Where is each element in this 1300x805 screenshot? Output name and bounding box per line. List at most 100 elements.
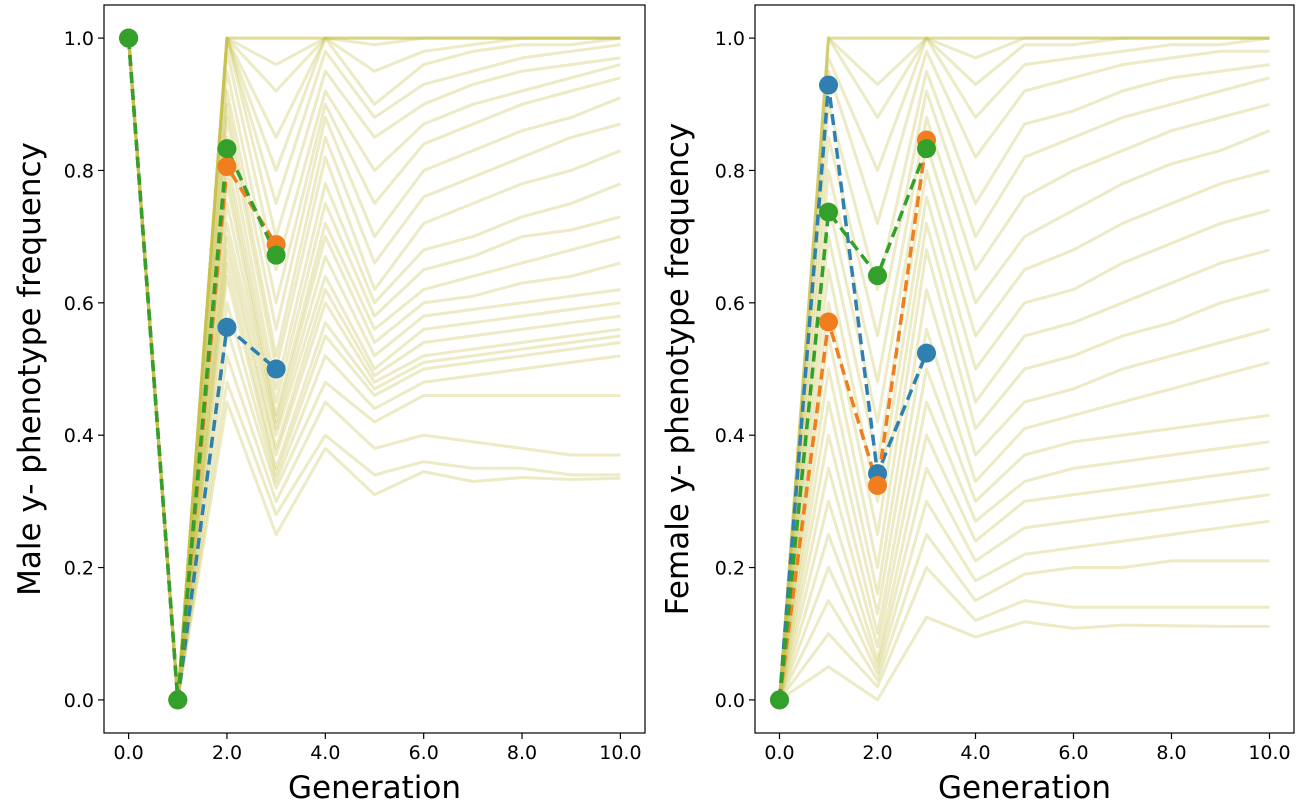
series-point: [917, 343, 936, 363]
simulation-line: [127, 37, 621, 702]
y-tick-label: 0.2: [715, 558, 745, 580]
y-tick-label: 0.0: [715, 690, 745, 712]
y-tick-label: 1.0: [64, 28, 94, 50]
simulation-line: [778, 36, 1270, 701]
simulation-line: [778, 129, 1271, 701]
simulation-line: [778, 533, 1270, 701]
series-point: [819, 202, 838, 222]
simulation-line: [127, 36, 621, 702]
x-tick-label: 8.0: [1156, 742, 1186, 764]
y-tick-label: 0.6: [64, 293, 94, 315]
simulation-lines: [127, 36, 621, 702]
x-tick-label: 10.0: [599, 742, 641, 764]
x-tick-label: 2.0: [212, 742, 242, 764]
simulation-line: [778, 76, 1270, 701]
x-tick-label: 6.0: [1058, 742, 1088, 764]
axes-frame: [103, 4, 646, 734]
simulation-line: [127, 37, 621, 702]
simulation-line: [778, 36, 1270, 701]
x-tick-label: 6.0: [409, 742, 439, 764]
x-tick-label: 10.0: [1248, 742, 1290, 764]
x-tick-label: 2.0: [862, 742, 892, 764]
simulation-line: [127, 37, 621, 702]
simulation-line: [127, 37, 621, 702]
simulation-line: [127, 37, 621, 702]
series-line: [777, 83, 929, 701]
simulation-line: [778, 102, 1270, 701]
simulation-line: [778, 400, 1270, 701]
highlighted-series: [770, 75, 936, 710]
series-point: [217, 156, 237, 176]
series-point: [217, 139, 237, 159]
series-point: [266, 359, 286, 379]
simulation-line: [778, 615, 1270, 702]
series-line: [777, 139, 929, 701]
simulation-line: [127, 37, 621, 702]
simulation-line: [127, 37, 621, 702]
simulation-line: [127, 37, 621, 702]
y-tick-label: 0.6: [715, 293, 745, 315]
x-axis-label: Generation: [938, 770, 1111, 805]
simulation-line: [127, 36, 621, 702]
simulation-lines: [778, 36, 1271, 702]
x-axis-label: Generation: [288, 770, 461, 805]
simulation-line: [778, 466, 1270, 701]
series-point: [168, 690, 188, 710]
simulation-line: [127, 36, 621, 702]
x-tick-label: 4.0: [310, 742, 340, 764]
y-tick-label: 0.0: [64, 690, 94, 712]
axes-frame: [754, 4, 1295, 734]
simulation-line: [127, 37, 621, 702]
y-tick-label: 0.8: [715, 160, 745, 182]
series-point: [819, 75, 838, 95]
series-point: [266, 245, 286, 265]
series-point: [119, 28, 139, 48]
y-tick-label: 0.2: [64, 558, 94, 580]
simulation-line: [778, 36, 1270, 701]
simulation-line: [778, 169, 1270, 701]
y-tick-label: 0.4: [715, 425, 745, 447]
series-point: [917, 139, 936, 159]
series-point: [868, 475, 887, 495]
simulation-line: [127, 37, 621, 702]
x-tick-label: 4.0: [960, 742, 990, 764]
y-axis-label: Male y- phenotype frequency: [12, 142, 48, 596]
simulation-line: [127, 37, 621, 702]
simulation-line: [127, 36, 621, 702]
simulation-line: [778, 221, 1270, 701]
simulation-line: [127, 36, 621, 702]
y-tick-label: 1.0: [715, 28, 745, 50]
series-point: [868, 266, 887, 286]
female-phenotype-chart: 0.0 2.0 4.0 6.0 8.0 10.0 0.0 0.2 0.4 0.6 0.8 1.0 Gen…: [660, 4, 1295, 805]
y-tick-label: 0.8: [64, 160, 94, 182]
simulation-line: [778, 36, 1270, 701]
simulation-line: [127, 37, 621, 702]
simulation-line: [778, 566, 1270, 701]
series-line: [126, 37, 278, 702]
x-tick-label: 8.0: [507, 742, 537, 764]
simulation-line: [778, 499, 1270, 701]
series-point: [819, 312, 838, 332]
simulation-line: [127, 37, 621, 702]
series-point: [217, 317, 237, 337]
simulation-line: [127, 36, 621, 702]
simulation-line: [778, 36, 1270, 701]
simulation-line: [127, 36, 621, 702]
simulation-line: [778, 63, 1270, 701]
male-phenotype-chart: 0.0 2.0 4.0 6.0 8.0 10.0 0.0 0.2 0.4 0.6 0.8 1.0 Gen…: [12, 4, 646, 805]
simulation-line: [778, 49, 1270, 701]
simulation-line: [127, 37, 621, 702]
x-tick-label: 0.0: [113, 742, 143, 764]
highlighted-series: [119, 28, 286, 710]
y-axis-label: Female y- phenotype frequency: [660, 123, 696, 615]
simulation-line: [127, 37, 621, 702]
simulation-line: [778, 433, 1270, 701]
series-line: [777, 147, 929, 701]
simulation-line: [778, 248, 1270, 701]
simulation-line: [778, 367, 1270, 701]
simulation-line: [778, 195, 1270, 701]
simulation-line: [127, 37, 621, 702]
y-tick-label: 0.4: [64, 425, 94, 447]
simulation-line: [127, 37, 621, 702]
